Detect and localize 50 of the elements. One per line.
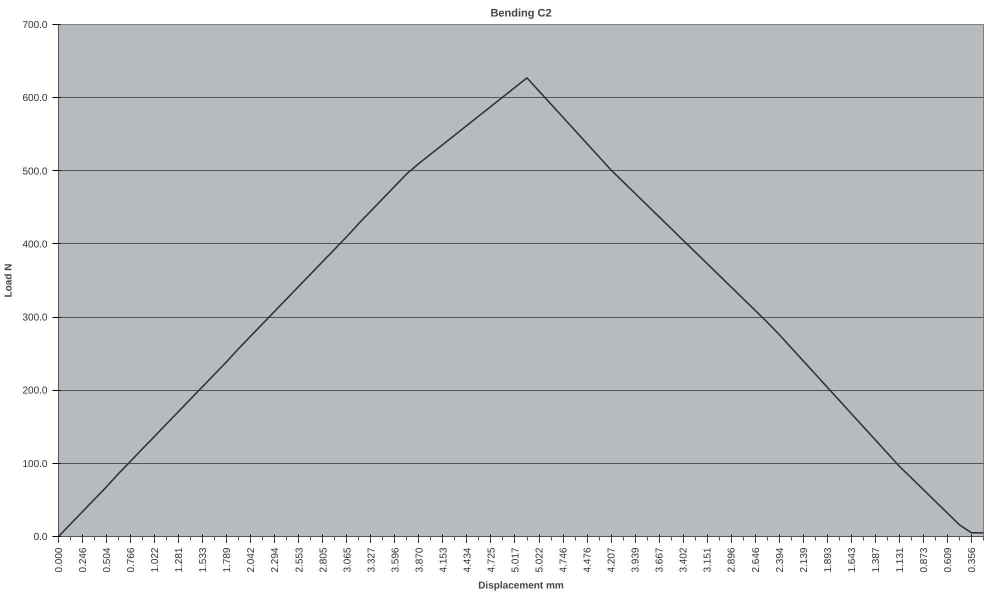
y-tick-label: 300.0	[22, 312, 48, 324]
x-tick-label: 1.022	[150, 547, 162, 573]
x-tick-label: 0.246	[78, 547, 90, 573]
x-tick-label: 0.356	[966, 547, 978, 573]
x-tick-label: 3.065	[342, 547, 354, 573]
x-tick-label: 3.870	[414, 547, 426, 573]
x-tick-label: 2.394	[774, 547, 786, 573]
x-tick-label: 2.896	[726, 547, 738, 573]
x-tick-label: 4.153	[438, 547, 450, 573]
x-tick-label: 1.643	[846, 547, 858, 573]
x-tick-label: 3.151	[702, 547, 714, 573]
x-tick-label: 2.139	[798, 547, 810, 573]
x-tick-label: 5.017	[510, 547, 522, 573]
y-tick-label: 200.0	[22, 386, 48, 397]
y-tick-label: 400.0	[22, 239, 48, 250]
x-tick-label: 1.281	[174, 547, 186, 573]
y-tick-label: 0.0	[34, 532, 48, 543]
x-tick-label: 1.533	[198, 547, 210, 573]
x-tick-label: 1.789	[222, 547, 234, 573]
x-tick-label: 0.873	[918, 547, 930, 573]
x-tick-label: 0.000	[54, 547, 65, 573]
x-tick-label: 2.805	[318, 547, 330, 573]
x-tick-label: 2.553	[294, 547, 306, 573]
x-tick-label: 3.402	[678, 547, 690, 573]
chart-title: Bending C2	[490, 8, 552, 20]
x-tick-label: 3.596	[390, 547, 402, 573]
x-tick-label: 4.746	[558, 547, 570, 573]
x-tick-label: 1.893	[822, 547, 834, 573]
x-tick-label: 2.294	[270, 547, 282, 573]
x-tick-label: 2.042	[246, 547, 258, 573]
x-tick-label: 4.725	[486, 547, 498, 573]
y-tick-label: 500.0	[22, 166, 48, 178]
x-tick-label: 3.327	[366, 547, 378, 573]
x-axis-title: Displacement mm	[478, 580, 564, 592]
x-tick-label: 5.022	[534, 547, 546, 573]
x-tick-label: 1.131	[894, 547, 906, 573]
x-tick-label: 0.766	[126, 547, 138, 573]
y-tick-label: 700.0	[22, 20, 48, 31]
x-tick-label: 4.434	[462, 547, 474, 573]
x-tick-label: 3.667	[654, 547, 666, 573]
x-tick-label: 2.646	[750, 547, 762, 573]
x-tick-label: 3.939	[630, 547, 642, 573]
y-axis-title: Load N	[3, 264, 14, 298]
x-tick-label: 1.387	[870, 547, 882, 573]
y-tick-label: 600.0	[22, 93, 48, 104]
x-tick-label: 0.609	[942, 547, 954, 573]
x-tick-label: 4.207	[606, 547, 618, 573]
y-tick-label: 100.0	[22, 458, 48, 470]
x-tick-label: 4.476	[582, 547, 594, 573]
x-tick-label: 0.504	[102, 547, 114, 573]
